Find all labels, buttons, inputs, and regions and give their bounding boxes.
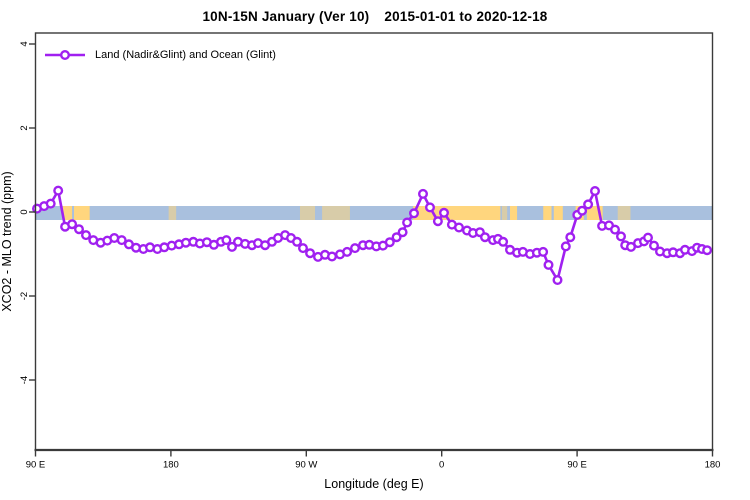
data-point-marker	[305, 248, 316, 259]
chart-title-region: 10N-15N January (Ver 10)	[202, 9, 370, 24]
x-tick-label: 90 W	[295, 460, 317, 471]
x-tick-label: 180	[705, 460, 721, 471]
x-tick-label: 90 E	[26, 460, 46, 471]
land-patch	[74, 206, 90, 220]
y-tick-label: 2	[19, 125, 30, 130]
legend: Land (Nadir&Glint) and Ocean (Glint)	[44, 48, 276, 62]
land-patch-faint	[168, 206, 177, 220]
land-patch	[553, 206, 563, 220]
data-point-marker	[425, 202, 436, 213]
legend-label: Land (Nadir&Glint) and Ocean (Glint)	[95, 49, 276, 61]
data-point-marker	[80, 230, 91, 241]
chart-title: 10N-15N January (Ver 10) 2015-01-01 to 20…	[0, 9, 750, 24]
data-point-marker	[702, 245, 713, 256]
data-point-marker	[298, 243, 309, 254]
data-point-marker	[391, 232, 402, 243]
data-point-marker	[292, 236, 303, 247]
chart-title-daterange: 2015-01-01 to 2020-12-18	[384, 9, 548, 24]
data-point-marker	[643, 232, 654, 243]
data-point-marker	[583, 199, 594, 210]
x-axis-label: Longitude (deg E)	[324, 477, 423, 491]
y-tick-label: 0	[19, 209, 30, 214]
data-point-marker	[498, 236, 509, 247]
data-series-layer	[32, 185, 713, 286]
y-tick-label: -4	[19, 376, 30, 384]
data-point-marker	[543, 259, 554, 270]
data-point-marker	[67, 219, 78, 230]
land-patch	[543, 206, 552, 220]
x-tick-label: 180	[163, 460, 179, 471]
data-point-marker	[577, 205, 588, 216]
plot-border	[34, 32, 714, 451]
data-point-marker	[350, 243, 361, 254]
data-point-marker	[221, 235, 232, 246]
data-point-marker	[402, 217, 413, 228]
land-patch-faint	[299, 206, 316, 220]
data-point-marker	[384, 237, 395, 248]
y-tick-label: 4	[19, 41, 30, 46]
data-point-marker	[439, 207, 450, 218]
y-axis-label: XCO2 - MLO trend (ppm)	[0, 171, 14, 311]
land-patch	[510, 206, 518, 220]
land-patch	[62, 206, 73, 220]
data-point-marker	[327, 251, 338, 262]
data-point-marker	[418, 188, 429, 199]
data-point-marker	[116, 235, 127, 246]
data-point-marker	[226, 241, 237, 252]
land-patch-faint	[617, 206, 631, 220]
data-point-marker	[409, 208, 420, 219]
ocean-band	[35, 206, 713, 220]
map-band-layer	[35, 206, 713, 220]
legend-marker	[60, 50, 71, 60]
data-point-marker	[45, 198, 56, 209]
y-tick-label: -2	[19, 292, 30, 300]
data-point-marker	[432, 216, 443, 227]
data-point-marker	[610, 224, 621, 235]
data-point-marker	[552, 275, 563, 286]
data-point-marker	[649, 240, 660, 251]
legend-swatch-open-circle-icon	[45, 50, 85, 60]
data-point-marker	[73, 224, 84, 235]
x-tick-label: 90 E	[567, 460, 587, 471]
x-tick-label: 0	[439, 460, 444, 471]
data-point-marker	[560, 241, 571, 252]
data-point-marker	[480, 232, 491, 243]
data-point-marker	[397, 227, 408, 238]
data-point-marker	[53, 185, 64, 196]
data-point-marker	[616, 231, 627, 242]
land-patch-faint	[322, 206, 350, 220]
land-patch-faint	[501, 206, 508, 220]
data-line	[35, 189, 709, 282]
data-point-marker	[538, 246, 549, 257]
axes-layer: 90 E 180 90 W 0 90 E 180 -4 -2 0 2 4	[19, 32, 721, 471]
data-point-marker	[454, 222, 465, 233]
data-point-marker	[342, 246, 353, 257]
data-point-marker	[565, 232, 576, 243]
data-point-marker	[590, 185, 601, 196]
